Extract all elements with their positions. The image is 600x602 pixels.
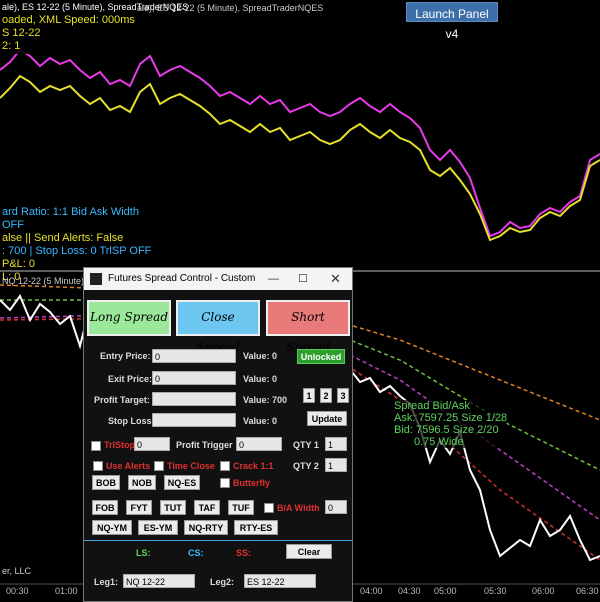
entry-price-input[interactable]: 0: [152, 349, 236, 363]
qty1-input[interactable]: 1: [325, 437, 347, 451]
spread-bid-ask-panel: Spread Bid/Ask Ask: 7597.25 Size 1/28 Bi…: [394, 400, 508, 448]
entry-value-text: Value: 0: [243, 351, 278, 361]
bob-button[interactable]: BOB: [92, 475, 120, 490]
qty2-label: QTY 2: [293, 461, 319, 471]
nq-ym-button[interactable]: NQ-YM: [92, 520, 132, 535]
trlstop-input[interactable]: 0: [134, 437, 170, 451]
tuf-button[interactable]: TUF: [228, 500, 254, 515]
ba-width-checkbox[interactable]: [264, 503, 274, 513]
time-close-label: Time Close: [167, 461, 215, 471]
trlstop-label: TrlStop: [104, 440, 135, 450]
futures-spread-control-dialog: Futures Spread Control - Custom — ☐ ✕ Lo…: [83, 267, 353, 602]
ba-width-label: B/A Width: [277, 503, 320, 513]
qty-preset-2-button[interactable]: 2: [320, 388, 332, 403]
nq-es-button[interactable]: NQ-ES: [164, 475, 200, 490]
qty1-label: QTY 1: [293, 440, 319, 450]
butterfly-label: Butterfly: [233, 478, 271, 488]
spread-width: 0.75 Wide: [414, 436, 464, 448]
qty2-input[interactable]: 1: [325, 458, 347, 472]
stop-value-text: Value: 0: [243, 416, 278, 426]
yellow-series: [0, 74, 600, 242]
leg1-input[interactable]: NQ 12-22: [123, 574, 195, 588]
es-ym-button[interactable]: ES-YM: [138, 520, 178, 535]
leg1-label: Leg1:: [94, 577, 119, 587]
use-alerts-checkbox[interactable]: [93, 461, 103, 471]
dialog-titlebar[interactable]: Futures Spread Control - Custom — ☐ ✕: [84, 268, 352, 290]
clear-button[interactable]: Clear: [286, 544, 332, 559]
exit-value-text: Value: 0: [243, 374, 278, 384]
time-tick: 00:30: [6, 586, 29, 596]
trlstop-checkbox[interactable]: [91, 441, 101, 451]
crack-checkbox[interactable]: [220, 461, 230, 471]
chart-header-line3: S 12-22: [2, 27, 41, 39]
stop-loss-label: Stop Loss:: [108, 416, 155, 426]
close-icon[interactable]: ✕: [330, 271, 341, 286]
profit-value-text: Value: 700: [243, 395, 288, 405]
maximize-icon[interactable]: ☐: [298, 273, 308, 285]
info-line5: L: 0: [2, 271, 21, 283]
time-tick: 06:30: [576, 586, 599, 596]
tut-button[interactable]: TUT: [160, 500, 186, 515]
ba-width-input[interactable]: 0: [325, 500, 347, 514]
launch-panel-button[interactable]: Launch Panel v4: [406, 2, 498, 41]
chart-title: ale), ES 12-22 (5 Minute), SpreadTraderN…: [137, 3, 324, 13]
profit-target-input[interactable]: [152, 392, 236, 406]
time-tick: 04:30: [398, 586, 421, 596]
fyt-button[interactable]: FYT: [126, 500, 152, 515]
lower-pane-header: NQ 12-22 (5 Minute)): [2, 276, 88, 286]
dialog-separator: [84, 540, 352, 541]
time-close-checkbox[interactable]: [154, 461, 164, 471]
exit-price-label: Exit Price:: [108, 374, 153, 384]
info-line2: alse || Send Alerts: False: [2, 232, 124, 244]
ls-label: LS:: [136, 548, 151, 558]
profit-trigger-input[interactable]: 0: [236, 437, 282, 451]
entry-price-label: Entry Price:: [100, 351, 151, 361]
time-tick: 05:00: [434, 586, 457, 596]
exit-price-input[interactable]: 0: [152, 371, 236, 385]
minimize-icon[interactable]: —: [268, 273, 279, 285]
dialog-title: Futures Spread Control - Custom: [108, 273, 256, 284]
time-tick: 06:00: [532, 586, 555, 596]
spread-bid-ask-title: Spread Bid/Ask: [394, 400, 470, 412]
stop-loss-input[interactable]: [152, 413, 236, 427]
butterfly-checkbox[interactable]: [220, 478, 230, 488]
nq-rty-button[interactable]: NQ-RTY: [184, 520, 228, 535]
strategy-info-panel: ard Ratio: 1:1 Bid Ask Width OFF alse ||…: [0, 205, 164, 283]
spread-ask: Ask: 7597.25 Size 1/28: [394, 412, 508, 424]
magenta-dashed-line: [0, 313, 600, 521]
magenta-series: [0, 48, 600, 238]
fob-button[interactable]: FOB: [92, 500, 118, 515]
close-spread-button[interactable]: Close Spread: [176, 300, 260, 354]
crack-label: Crack 1:1: [233, 461, 274, 471]
info-line4: P&L: 0: [2, 258, 36, 270]
chart-header-line2: oaded, XML Speed: 000ms: [2, 14, 135, 26]
time-tick: 05:30: [484, 586, 507, 596]
copyright-text: er, LLC: [2, 566, 32, 576]
ss-label: SS:: [236, 548, 252, 558]
time-tick: 01:00: [55, 586, 78, 596]
app-icon: [90, 273, 102, 285]
spread-bid: Bid: 7596.5 Size 2/20: [394, 424, 499, 436]
info-line1: ard Ratio: 1:1 Bid Ask Width OFF: [2, 206, 139, 231]
update-button[interactable]: Update: [307, 411, 347, 426]
long-spread-button[interactable]: Long Spread: [87, 300, 171, 336]
qty-preset-3-button[interactable]: 3: [337, 388, 349, 403]
leg2-label: Leg2:: [210, 577, 235, 587]
cs-label: CS:: [188, 548, 204, 558]
chart-header-panel: ale), ES 12-22 (5 Minute), SpreadTraderN…: [0, 0, 189, 54]
leg2-input[interactable]: ES 12-22: [244, 574, 316, 588]
profit-trigger-label: Profit Trigger: [176, 440, 233, 450]
short-spread-button[interactable]: Short Spread: [266, 300, 350, 354]
qty-preset-1-button[interactable]: 1: [303, 388, 315, 403]
chart-header-line1: ale), ES 12-22 (5 Minute), SpreadTraderN…: [2, 2, 189, 12]
taf-button[interactable]: TAF: [194, 500, 220, 515]
chart-header-line4: 2: 1: [2, 40, 21, 52]
use-alerts-label: Use Alerts: [106, 461, 151, 471]
profit-target-label: Profit Target:: [94, 395, 150, 405]
info-line3: : 700 | Stop Loss: 0 TrlSP OFF: [2, 245, 152, 257]
rty-es-button[interactable]: RTY-ES: [234, 520, 278, 535]
unlocked-toggle[interactable]: Unlocked: [297, 349, 345, 364]
time-tick: 04:00: [360, 586, 383, 596]
nob-button[interactable]: NOB: [128, 475, 156, 490]
